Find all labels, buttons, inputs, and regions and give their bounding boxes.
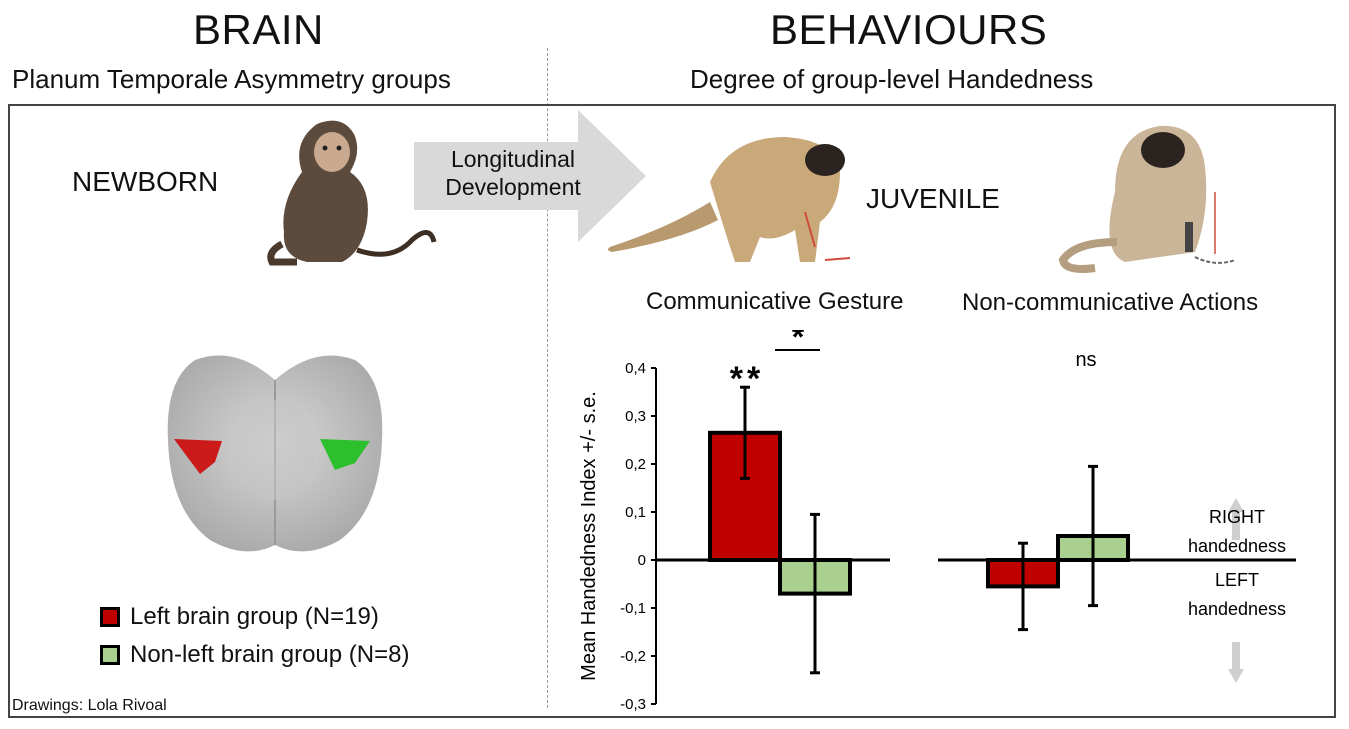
- legend-item-nonleft-group: Non-left brain group (N=8): [100, 641, 409, 669]
- legend-swatch-left: [100, 607, 120, 627]
- legend-item-left-group: Left brain group (N=19): [100, 603, 379, 631]
- legend-label-nonleft: Non-left brain group (N=8): [130, 641, 410, 668]
- y-axis-label: Mean Handedness Index +/- s.e.: [578, 391, 600, 681]
- legend-swatch-nonleft: [100, 645, 120, 665]
- noncommunicative-label: Non-communicative Actions: [962, 289, 1259, 316]
- down-arrow-icon: [1228, 642, 1244, 683]
- communicative-label: Communicative Gesture: [646, 288, 904, 315]
- gesturing-baboon-drawing: [607, 137, 850, 262]
- right-handedness-label-line1: RIGHT: [1209, 507, 1265, 527]
- y-tick-label: 0,3: [625, 408, 646, 425]
- significance-double-star: **: [730, 360, 764, 398]
- manipulating-baboon-drawing: [1058, 125, 1236, 273]
- brain-subtitle: Planum Temporale Asymmetry groups: [12, 64, 451, 94]
- newborn-label: NEWBORN: [72, 166, 219, 197]
- y-tick-label: 0,2: [625, 456, 646, 473]
- y-tick-label: 0: [638, 552, 646, 569]
- figure-frame: [8, 104, 1336, 718]
- right-handedness-label-line2: handedness: [1188, 536, 1286, 556]
- development-arrow-icon: [414, 110, 646, 242]
- arrow-label-line2: Development: [445, 174, 581, 200]
- section-divider: [547, 48, 548, 708]
- behaviours-subtitle: Degree of group-level Handedness: [690, 64, 1094, 94]
- behaviours-title: BEHAVIOURS: [770, 6, 1048, 53]
- significance-star: *: [792, 330, 805, 355]
- y-tick-label: 0,4: [625, 360, 646, 377]
- handedness-bar-chart: 0,4 0,3 0,2 0,1 0 -0,1 -0,2 -0,3 Mean Handedness…: [578, 330, 1296, 713]
- arrow-label-line1: Longitudinal: [450, 146, 576, 172]
- y-tick-label: -0,2: [620, 648, 646, 665]
- left-handedness-label-line2: handedness: [1188, 599, 1286, 619]
- drawing-credit: Drawings: Lola Rivoal: [12, 697, 167, 714]
- brain-title: BRAIN: [193, 6, 324, 53]
- arrow-label: Longitudinal Development: [418, 145, 608, 201]
- brain-scan-image: [167, 355, 383, 552]
- left-handedness-label-line1: LEFT: [1215, 570, 1259, 590]
- up-arrow-icon: [1228, 498, 1244, 540]
- significance-ns: ns: [1075, 349, 1096, 371]
- legend-label-left: Left brain group (N=19): [130, 603, 379, 630]
- juvenile-label: JUVENILE: [866, 183, 1000, 214]
- baby-baboon-drawing: [267, 120, 437, 266]
- y-tick-label: -0,3: [620, 696, 646, 713]
- y-tick-label: -0,1: [620, 600, 646, 617]
- y-tick-label: 0,1: [625, 504, 646, 521]
